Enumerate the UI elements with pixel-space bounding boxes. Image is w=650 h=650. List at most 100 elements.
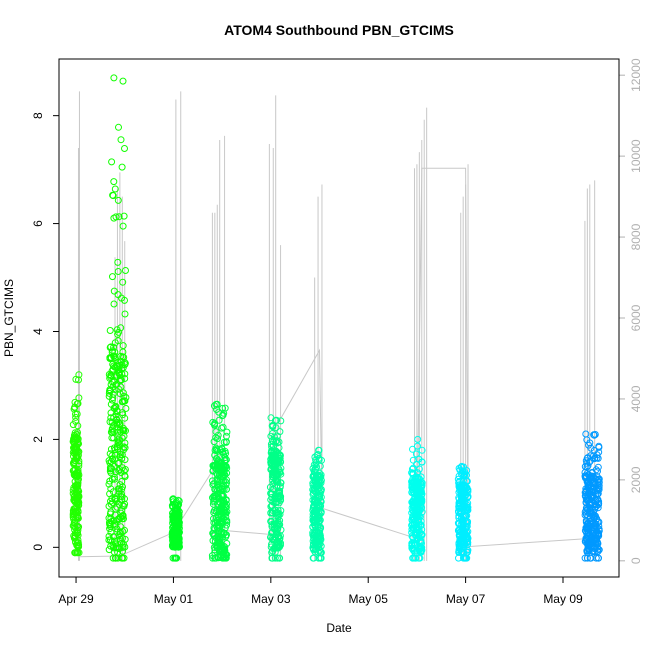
data-point <box>74 466 82 474</box>
data-point <box>121 310 129 318</box>
data-point <box>592 542 600 550</box>
y2-tick-label: 0 <box>629 557 643 564</box>
data-point <box>317 554 325 562</box>
data-point <box>210 462 218 470</box>
data-point <box>214 431 222 439</box>
data-point <box>210 480 218 488</box>
data-point <box>114 258 122 266</box>
data-point <box>270 466 278 474</box>
data-point <box>110 343 118 351</box>
data-point <box>587 483 595 491</box>
data-point <box>212 428 220 436</box>
data-point <box>109 488 117 496</box>
data-point <box>121 375 129 382</box>
data-point <box>275 454 283 462</box>
y2-tick-label: 6000 <box>629 304 643 331</box>
data-point <box>410 547 418 555</box>
data-point <box>73 498 81 506</box>
data-point <box>74 422 82 430</box>
data-point <box>109 378 116 386</box>
data-point <box>220 450 227 458</box>
data-point <box>218 511 225 519</box>
data-point <box>117 136 125 144</box>
data-point <box>116 451 124 459</box>
data-point <box>315 446 323 454</box>
data-point <box>459 529 467 537</box>
data-point <box>274 449 282 457</box>
data-point <box>105 514 113 522</box>
y-axis-label: PBN_GTCIMS <box>2 279 16 357</box>
data-point <box>119 554 126 562</box>
data-point <box>417 545 425 553</box>
data-point <box>414 509 422 517</box>
data-point <box>171 535 179 543</box>
data-point <box>273 439 281 447</box>
data-point <box>121 456 129 464</box>
data-point <box>583 459 591 467</box>
data-point <box>268 549 276 557</box>
data-point <box>110 414 118 421</box>
data-point <box>211 537 219 545</box>
y2-tick-label: 12000 <box>629 58 643 92</box>
data-point <box>594 554 602 562</box>
data-point <box>267 503 275 511</box>
data-point <box>114 436 122 444</box>
data-point <box>120 446 128 454</box>
data-point <box>210 438 218 446</box>
data-point <box>411 509 419 517</box>
data-point <box>114 268 122 275</box>
data-point <box>274 525 282 532</box>
data-point <box>270 525 278 533</box>
data-point <box>121 526 128 534</box>
data-point <box>210 492 218 500</box>
data-point <box>273 539 280 546</box>
data-point <box>108 418 116 426</box>
data-point <box>274 494 282 502</box>
data-point <box>587 539 595 547</box>
data-point <box>70 434 78 442</box>
data-point <box>417 538 425 546</box>
data-point <box>114 291 122 299</box>
data-point <box>313 482 320 490</box>
x-tick-label: May 05 <box>349 592 389 606</box>
data-point <box>209 554 217 562</box>
data-point <box>585 546 593 553</box>
data-point <box>269 476 277 484</box>
data-point <box>418 495 426 503</box>
data-point <box>273 531 280 539</box>
data-point <box>593 543 601 551</box>
data-point <box>174 496 182 504</box>
data-point <box>309 486 317 494</box>
data-point <box>213 406 220 413</box>
data-point <box>588 492 596 500</box>
data-point <box>122 267 129 274</box>
data-point <box>267 432 275 440</box>
data-point <box>108 537 116 545</box>
data-point <box>216 498 224 506</box>
data-point <box>586 439 594 447</box>
data-point <box>216 506 224 514</box>
data-point <box>460 543 468 551</box>
data-point <box>74 479 82 487</box>
data-point <box>74 539 81 547</box>
data-point <box>276 428 284 436</box>
data-point <box>218 412 226 420</box>
data-point <box>208 552 216 560</box>
data-point <box>418 546 426 554</box>
data-point <box>220 485 228 493</box>
data-point <box>312 500 320 508</box>
data-point <box>312 515 320 523</box>
data-point <box>583 554 591 562</box>
data-point <box>408 485 416 493</box>
data-point <box>409 554 417 562</box>
data-point <box>270 433 278 441</box>
y2-tick-label: 10000 <box>629 139 643 173</box>
data-point <box>74 482 82 490</box>
data-point <box>581 489 589 497</box>
data-point <box>115 485 123 493</box>
data-point <box>270 486 278 494</box>
data-point <box>109 390 117 398</box>
data-point <box>70 522 78 530</box>
data-point <box>111 185 119 193</box>
